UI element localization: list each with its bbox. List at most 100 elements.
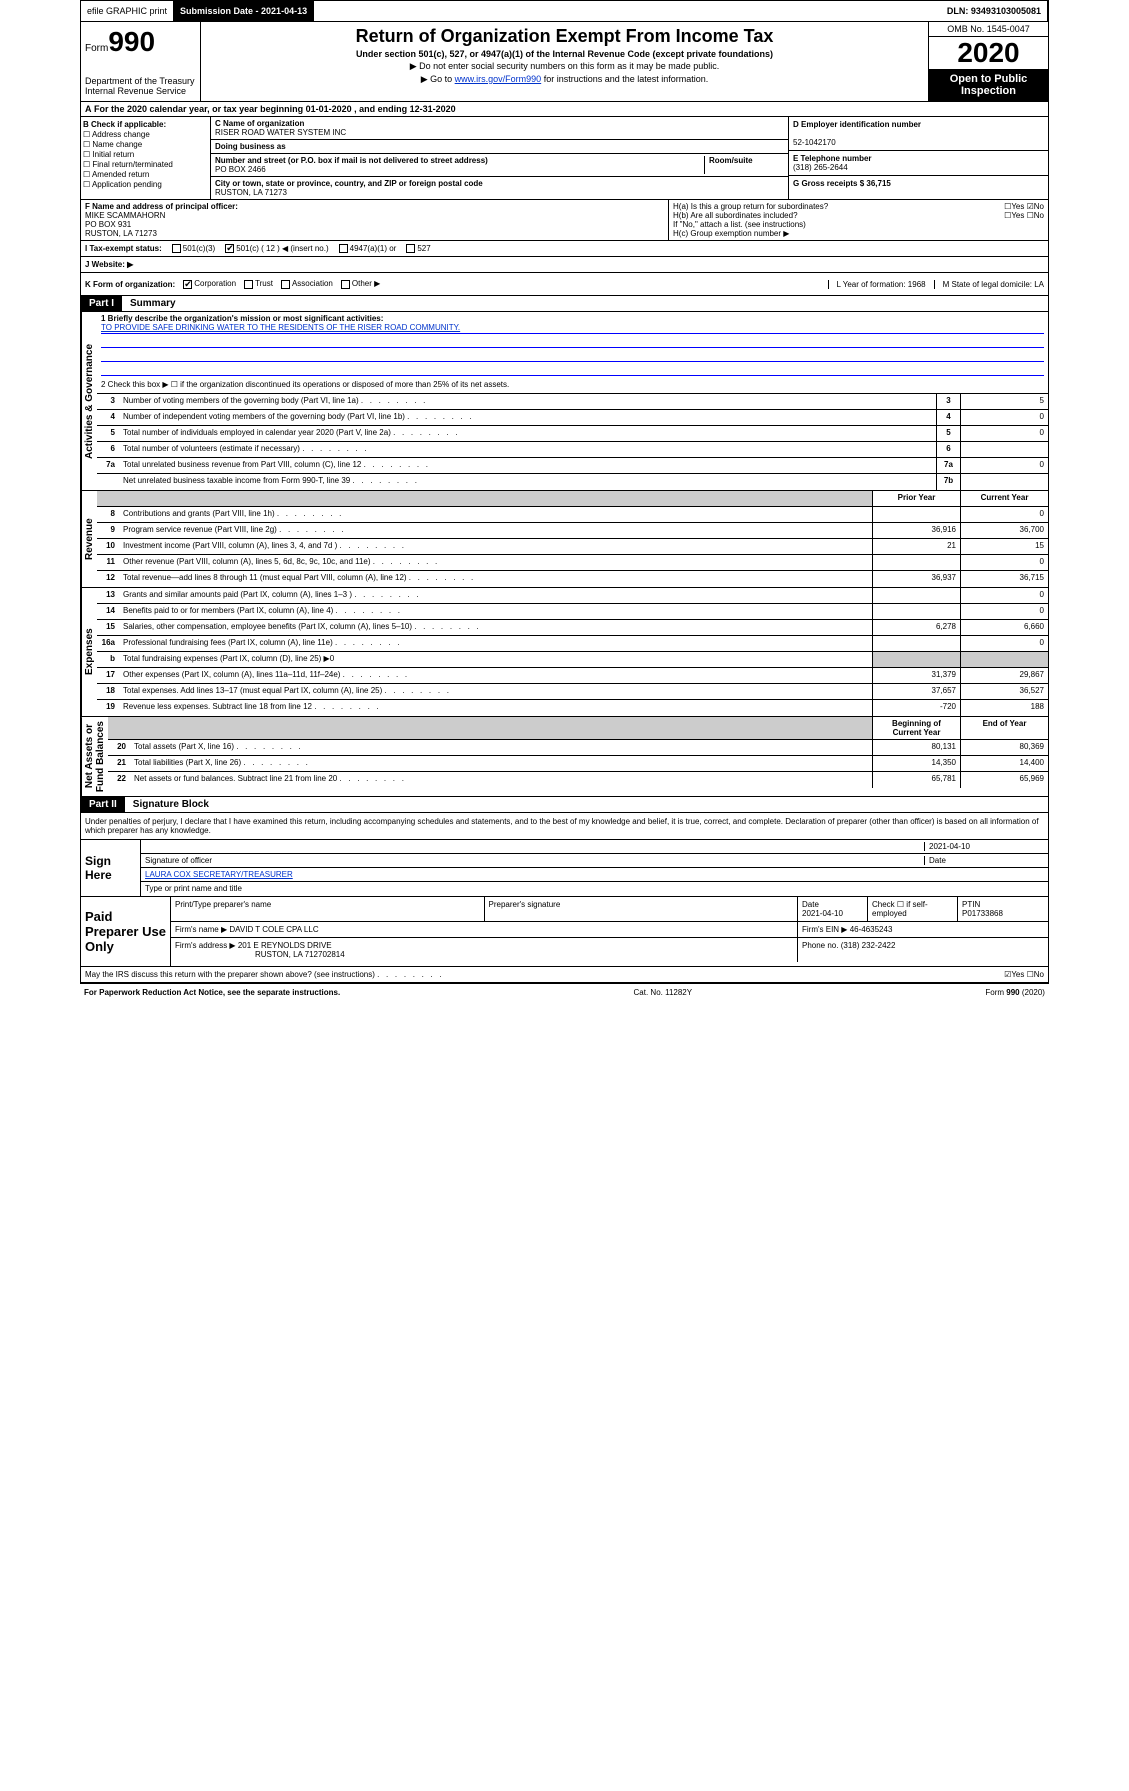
year-formation: L Year of formation: 1968 (828, 280, 926, 289)
prep-selfemp[interactable]: Check ☐ if self-employed (868, 897, 958, 921)
sig-date: 2021-04-10 (924, 842, 1044, 851)
mission-text[interactable]: TO PROVIDE SAFE DRINKING WATER TO THE RE… (101, 323, 460, 332)
firm-ein: 46-4635243 (850, 925, 893, 934)
line-a: A For the 2020 calendar year, or tax yea… (80, 102, 1049, 117)
dln: DLN: 93493103005081 (941, 1, 1048, 21)
submission-date: Submission Date - 2021-04-13 (174, 1, 314, 21)
i-opt[interactable]: 501(c) ( 12 ) ◀ (insert no.) (225, 244, 328, 253)
b-opt[interactable]: ☐ Initial return (83, 150, 208, 159)
firm-addr-lbl: Firm's address ▶ (175, 941, 236, 950)
officer-sig-name[interactable]: LAURA COX SECRETARY/TREASURER (145, 870, 293, 879)
k-opt[interactable]: Trust (244, 279, 273, 288)
discuss-ans[interactable]: ☑Yes ☐No (1004, 970, 1044, 979)
col-b: B Check if applicable: ☐ Address change … (81, 117, 211, 199)
footer: For Paperwork Reduction Act Notice, see … (80, 983, 1049, 1001)
sign-here: Sign Here (81, 840, 141, 896)
line-i: I Tax-exempt status: 501(c)(3) 501(c) ( … (80, 241, 1049, 257)
sig-line[interactable] (145, 842, 924, 851)
col-prior: Prior Year (872, 491, 960, 506)
i-lbl: I Tax-exempt status: (85, 244, 162, 253)
side-exp: Expenses (81, 588, 97, 716)
firm-ein-lbl: Firm's EIN ▶ (802, 925, 847, 934)
officer-addr: PO BOX 931 (85, 220, 131, 229)
side-na: Net Assets or Fund Balances (81, 717, 108, 796)
city-lbl: City or town, state or province, country… (215, 179, 483, 188)
state-domicile: M State of legal domicile: LA (934, 280, 1044, 289)
hb-a[interactable]: ☐Yes ☐No (1004, 211, 1044, 220)
col-end: End of Year (960, 717, 1048, 739)
b-opt[interactable]: ☐ Name change (83, 140, 208, 149)
b-opt[interactable]: ☐ Final return/terminated (83, 160, 208, 169)
firm-name: DAVID T COLE CPA LLC (229, 925, 318, 934)
discuss-line: May the IRS discuss this return with the… (80, 967, 1049, 983)
gross-receipts: G Gross receipts $ 36,715 (793, 179, 891, 188)
part-i-header: Part I Summary (80, 296, 1049, 312)
top-bar: efile GRAPHIC print Submission Date - 20… (80, 0, 1049, 22)
ha-a[interactable]: ☐Yes ☑No (1004, 202, 1044, 211)
prep-h0: Print/Type preparer's name (171, 897, 485, 921)
side-ag: Activities & Governance (81, 312, 97, 490)
omb: OMB No. 1545-0047 (929, 22, 1048, 37)
expenses-section: Expenses 13Grants and similar amounts pa… (80, 588, 1049, 717)
part-i-tag: Part I (81, 296, 122, 311)
line-k: K Form of organization: Corporation Trus… (80, 273, 1049, 295)
form-title: Return of Organization Exempt From Incom… (205, 26, 924, 47)
sig-declaration: Under penalties of perjury, I declare th… (80, 813, 1049, 839)
footer-r: Form 990 (2020) (985, 988, 1045, 997)
b-header: B Check if applicable: (83, 120, 208, 129)
hb-q: H(b) Are all subordinates included? (673, 211, 798, 220)
footer-l: For Paperwork Reduction Act Notice, see … (84, 988, 340, 997)
officer-name: MIKE SCAMMAHORN (85, 211, 165, 220)
form-number: Form990 (85, 26, 196, 58)
prep-date: 2021-04-10 (802, 909, 843, 918)
form-header: Form990 Department of the Treasury Inter… (80, 22, 1049, 102)
ein: 52-1042170 (793, 138, 836, 147)
b-opt[interactable]: ☐ Address change (83, 130, 208, 139)
section-fh: F Name and address of principal officer:… (80, 200, 1049, 241)
subtitle-2: ▶ Do not enter social security numbers o… (205, 61, 924, 72)
i-opt[interactable]: 4947(a)(1) or (339, 244, 397, 253)
open-public: Open to Public Inspection (929, 69, 1048, 101)
col-c: C Name of organizationRISER ROAD WATER S… (211, 117, 788, 199)
firm-phone: (318) 232-2422 (841, 941, 896, 950)
ptin: P01733868 (962, 909, 1003, 918)
k-opt[interactable]: Corporation (183, 279, 236, 288)
part-ii-title: Signature Block (125, 797, 1048, 812)
dba-lbl: Doing business as (215, 142, 286, 151)
i-opt[interactable]: 527 (406, 244, 430, 253)
officer-city: RUSTON, LA 71273 (85, 229, 157, 238)
i-opt[interactable]: 501(c)(3) (172, 244, 215, 253)
hb-note: If "No," attach a list. (see instruction… (673, 220, 1044, 229)
col-d: D Employer identification number 52-10421… (788, 117, 1048, 199)
org-addr: PO BOX 2466 (215, 165, 266, 174)
col-beg: Beginning of Current Year (872, 717, 960, 739)
phone: (318) 265-2644 (793, 163, 848, 172)
ein-lbl: D Employer identification number (793, 120, 921, 129)
sig-lbl: Signature of officer (145, 856, 924, 865)
k-opt[interactable]: Other ▶ (341, 279, 380, 288)
subtitle-3: ▶ Go to www.irs.gov/Form990 for instruct… (205, 74, 924, 85)
tax-year: 2020 (929, 37, 1048, 69)
date-lbl: Date (924, 856, 1044, 865)
line-j: J Website: ▶ (80, 257, 1049, 273)
col-curr: Current Year (960, 491, 1048, 506)
side-rev: Revenue (81, 491, 97, 587)
prep-lbl: Paid Preparer Use Only (81, 897, 171, 966)
discuss-q: May the IRS discuss this return with the… (85, 970, 375, 979)
part-i-title: Summary (122, 296, 1048, 311)
phone-lbl: E Telephone number (793, 154, 872, 163)
room-lbl: Room/suite (709, 156, 753, 165)
firm-addr2: RUSTON, LA 712702814 (255, 950, 345, 959)
k-lbl: K Form of organization: (85, 280, 175, 289)
firm-phone-lbl: Phone no. (802, 941, 838, 950)
b-opt[interactable]: ☐ Application pending (83, 180, 208, 189)
subtitle-1: Under section 501(c), 527, or 4947(a)(1)… (205, 49, 924, 59)
firm-addr: 201 E REYNOLDS DRIVE (238, 941, 332, 950)
k-opt[interactable]: Association (281, 279, 333, 288)
firm-lbl: Firm's name ▶ (175, 925, 227, 934)
form990-link[interactable]: www.irs.gov/Form990 (455, 74, 542, 84)
ha-q: H(a) Is this a group return for subordin… (673, 202, 828, 211)
b-opt[interactable]: ☐ Amended return (83, 170, 208, 179)
efile-label: efile GRAPHIC print (81, 1, 174, 21)
prep-h2: Date (802, 900, 819, 909)
